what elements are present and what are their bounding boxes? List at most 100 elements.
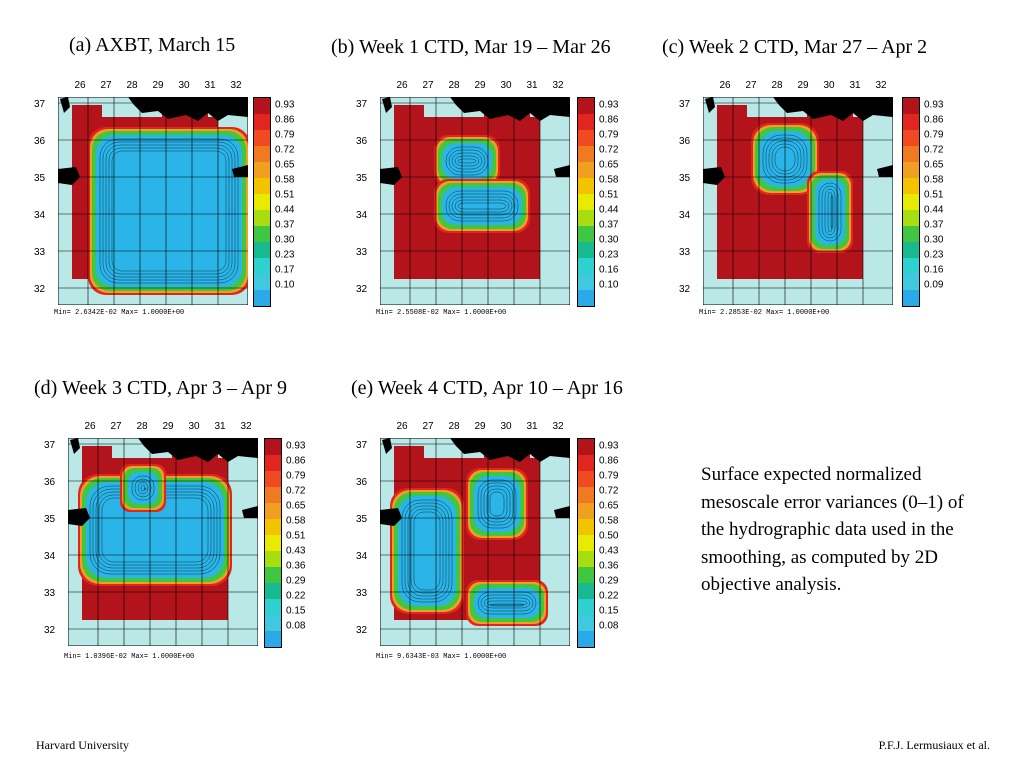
panel-b-title: (b) Week 1 CTD, Mar 19 – Mar 26 xyxy=(331,36,611,58)
contour-line xyxy=(413,511,441,591)
colorbar-label: 0.22 xyxy=(286,590,306,602)
y-tick-label: 32 xyxy=(44,625,56,636)
colorbar-segment xyxy=(903,242,919,258)
x-tick-label: 28 xyxy=(448,80,460,91)
panel-a-title: (a) AXBT, March 15 xyxy=(69,34,236,56)
colorbar-segment xyxy=(254,130,270,146)
colorbar-segment xyxy=(254,274,270,290)
colorbar-label: 0.10 xyxy=(599,279,619,291)
colorbar-segment xyxy=(578,130,594,146)
y-tick-label: 34 xyxy=(679,210,691,221)
colorbar-segment xyxy=(578,455,594,471)
min-max-label: Min= 1.0396E-02 Max= 1.0000E+00 xyxy=(64,653,195,661)
contour-line xyxy=(477,479,517,529)
x-tick-label: 27 xyxy=(745,80,757,91)
contour-line xyxy=(137,481,149,495)
contour-line xyxy=(445,190,519,222)
colorbar-segment xyxy=(578,439,594,455)
contour-line xyxy=(483,485,511,523)
colorbar-segment xyxy=(578,551,594,567)
y-tick-label: 35 xyxy=(44,514,56,525)
coast-land xyxy=(877,165,893,177)
y-tick-label: 33 xyxy=(356,588,368,599)
colorbar-segment xyxy=(254,290,270,306)
colorbar-segment xyxy=(254,258,270,274)
x-tick-label: 32 xyxy=(875,80,887,91)
colorbar xyxy=(253,97,271,307)
contour-line xyxy=(143,487,147,491)
colorbar-segment xyxy=(265,599,281,615)
min-max-label: Min= 2.6342E-02 Max= 1.0000E+00 xyxy=(54,309,185,317)
y-tick-label: 35 xyxy=(356,514,368,525)
colorbar-label: 0.86 xyxy=(286,455,306,467)
colorbar-segment xyxy=(254,146,270,162)
island-land xyxy=(703,167,725,185)
x-tick-label: 31 xyxy=(204,80,216,91)
colorbar-label: 0.44 xyxy=(599,204,619,216)
x-tick-label: 30 xyxy=(500,80,512,91)
colorbar-label: 0.08 xyxy=(286,620,306,632)
colorbar-segment xyxy=(578,615,594,631)
colorbar-segment xyxy=(265,503,281,519)
map-plot xyxy=(68,438,258,646)
x-tick-label: 27 xyxy=(422,421,434,432)
colorbar-segment xyxy=(578,162,594,178)
colorbar-label: 0.43 xyxy=(599,545,619,557)
contour-line xyxy=(451,196,513,216)
colorbar-segment xyxy=(265,471,281,487)
colorbar-label: 0.51 xyxy=(275,189,295,201)
x-tick-label: 29 xyxy=(474,80,486,91)
x-tick-label: 30 xyxy=(823,80,835,91)
contour-line xyxy=(457,158,477,164)
colorbar-segment xyxy=(903,194,919,210)
colorbar-label: 0.79 xyxy=(599,129,619,141)
colorbar-segment xyxy=(254,178,270,194)
x-tick-label: 32 xyxy=(552,80,564,91)
colorbar-label: 0.37 xyxy=(599,219,619,231)
island-land xyxy=(382,97,392,113)
colorbar-label: 0.93 xyxy=(924,99,944,111)
x-tick-label: 28 xyxy=(771,80,783,91)
x-tick-label: 29 xyxy=(474,421,486,432)
coast-land xyxy=(232,165,248,177)
colorbar-label: 0.58 xyxy=(286,515,306,527)
colorbar-label: 0.58 xyxy=(599,174,619,186)
colorbar-segment xyxy=(265,551,281,567)
y-tick-label: 36 xyxy=(34,136,46,147)
y-tick-label: 37 xyxy=(356,99,368,110)
y-tick-label: 32 xyxy=(356,284,368,295)
colorbar-segment xyxy=(265,631,281,647)
colorbar-segment xyxy=(903,274,919,290)
colorbar-segment xyxy=(265,567,281,583)
y-tick-label: 34 xyxy=(356,551,368,562)
colorbar-label: 0.72 xyxy=(286,485,306,497)
colorbar-segment xyxy=(578,471,594,487)
x-tick-label: 27 xyxy=(110,421,122,432)
colorbar-label: 0.58 xyxy=(275,174,295,186)
colorbar-label: 0.29 xyxy=(286,575,306,587)
contour-line xyxy=(454,155,480,167)
colorbar-segment xyxy=(578,178,594,194)
low-error-region xyxy=(442,143,492,179)
panel-c-title: (c) Week 2 CTD, Mar 27 – Apr 2 xyxy=(662,36,928,58)
map-plot xyxy=(58,97,248,305)
contour-line xyxy=(105,144,233,278)
coast-land xyxy=(242,506,258,518)
colorbar-label: 0.72 xyxy=(599,485,619,497)
contour-line xyxy=(410,508,444,594)
colorbar-label: 0.17 xyxy=(275,264,295,276)
low-error-region xyxy=(474,588,540,618)
y-tick-label: 37 xyxy=(679,99,691,110)
x-tick-label: 31 xyxy=(526,421,538,432)
contour-line xyxy=(821,185,839,239)
contour-line xyxy=(827,191,833,233)
island-land xyxy=(380,167,402,185)
contour-line xyxy=(131,475,155,501)
contour-line xyxy=(102,141,236,281)
min-max-label: Min= 2.2853E-02 Max= 1.0000E+00 xyxy=(699,309,830,317)
colorbar-label: 0.50 xyxy=(599,530,619,542)
y-tick-label: 33 xyxy=(679,247,691,258)
contour-line xyxy=(486,488,508,520)
colorbar-label: 0.37 xyxy=(275,219,295,231)
colorbar-label: 0.86 xyxy=(599,455,619,467)
